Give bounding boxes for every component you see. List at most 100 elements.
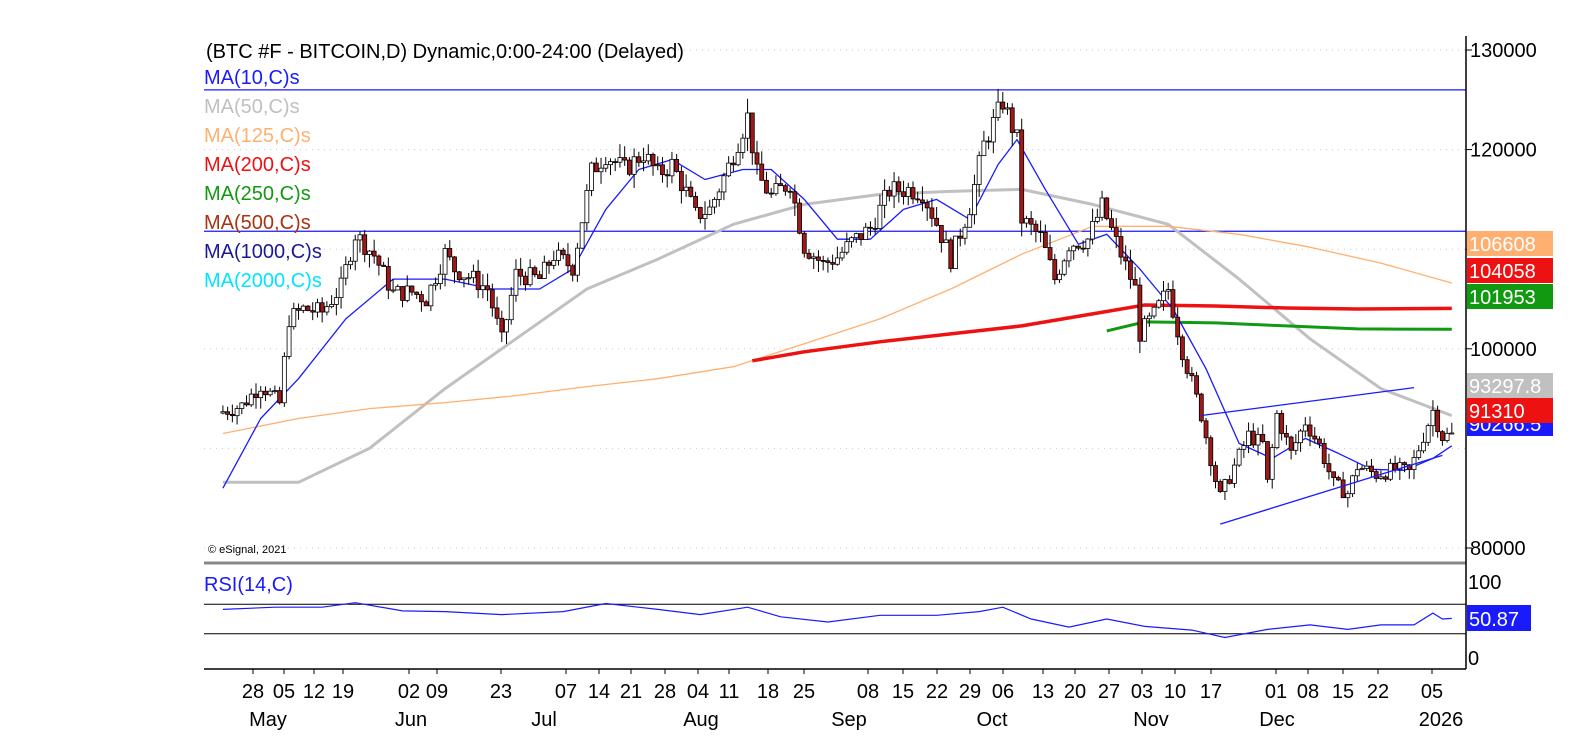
candle-up [608,161,613,166]
candle-down [1288,436,1294,451]
candle-up [1005,107,1010,110]
candle-down [593,162,599,173]
x-month-label: Nov [1133,709,1169,731]
candle-down [263,390,268,396]
moving-averages [222,138,1453,489]
candle-down [1175,316,1181,338]
candle-up [527,267,533,286]
legend-entry: MA(50,C)s [204,96,300,118]
candle-up [267,390,273,396]
candle-up [1378,476,1384,479]
x-day-label: 01 [1265,681,1287,703]
candle-down [825,260,831,263]
candle-up [343,264,349,279]
legend-entry: MA(250,C)s [204,183,311,205]
candle-up [976,155,982,185]
x-day-label: 06 [992,681,1014,703]
chart-title: (BTC #F - BITCOIN,D) Dynamic,0:00-24:00 … [206,41,684,63]
legend-entry: MA(200,C)s [204,154,311,176]
candle-up [853,233,859,239]
candle-up [1354,469,1360,477]
x-day-label: 22 [1367,681,1389,703]
candle-up [589,162,594,191]
candle-up [471,270,476,279]
candle-up [967,214,973,228]
candle-up [390,289,396,292]
y-tick-label: 130000 [1470,40,1537,62]
candle-down [1340,479,1346,499]
candle-up [551,260,557,266]
rsi-y-tick-label: 100 [1468,572,1501,594]
candle-up [404,285,410,301]
candle-up [1236,448,1242,466]
candle-down [1406,464,1412,470]
candle-up [740,137,746,153]
candle-down [1331,471,1337,478]
candle-down [764,179,769,194]
candle-up [882,189,888,206]
candle-up [1085,238,1091,249]
candle-down [1250,430,1256,446]
candle-up [258,390,264,399]
candle-up [1061,260,1067,275]
candle-down [1208,437,1214,467]
candle-down [674,158,680,172]
candle-down [782,185,788,192]
x-day-label: 19 [332,681,354,703]
candle-down [1317,438,1322,444]
price-panel: (BTC #F - BITCOIN,D) Dynamic,0:00-24:00 … [204,40,1553,560]
candle-up [995,101,1001,118]
candle-down [948,239,954,269]
price-tag-box [1467,231,1553,256]
candle-down [296,308,301,311]
price-tag-label: 91310 [1469,401,1525,423]
x-month-label: Oct [976,709,1008,731]
candle-down [678,171,684,192]
candle-up [990,117,996,143]
candle-down [371,250,377,257]
rsi-value-tag: 50.87 [1467,605,1531,631]
candle-up [1425,425,1431,443]
candle-down [1118,236,1124,258]
candle-down [1080,247,1086,250]
x-day-label: 07 [555,681,577,703]
candle-up [1142,318,1147,342]
candle-down [518,268,524,277]
candle-up [239,402,245,409]
rsi-y-tick-label: 0 [1468,648,1479,670]
price-tag-label: 93297.8 [1469,376,1541,398]
candle-up [480,285,486,291]
candle-down [1307,424,1313,437]
candle-down [1047,247,1053,260]
candle-down [1203,420,1209,439]
price-tag-box [1467,373,1553,398]
candle-down [229,413,235,417]
candle-up [972,184,977,216]
candle-down [485,285,490,291]
candle-down [650,153,656,167]
candle-up [1274,412,1280,449]
candle-down [749,112,755,154]
rsi-line [222,602,1452,639]
candle-up [834,257,840,265]
candle-up [981,140,987,157]
candle-down [1104,197,1110,220]
candle-up [811,256,817,259]
candle-down [1326,463,1332,473]
candle-down [830,262,836,265]
candle-down [957,235,963,239]
rsi-title: RSI(14,C) [204,574,293,596]
candle-up [1146,315,1152,320]
candle-down [915,198,921,201]
candle-up [891,181,897,197]
candle-up [338,277,344,299]
candle-down [319,302,325,313]
x-day-label: 11 [719,681,740,703]
price-tag-label: 104058 [1469,261,1536,283]
candle-down [886,189,892,197]
candle-up [466,277,472,280]
candle-up [1071,245,1077,252]
x-day-label: 02 [398,681,420,703]
candle-up [1151,306,1157,317]
candle-up [1255,434,1261,446]
